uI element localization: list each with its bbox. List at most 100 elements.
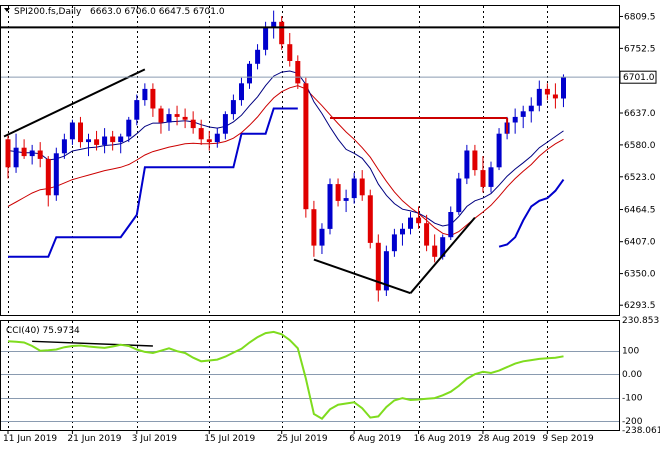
candle-body-45: [367, 195, 373, 243]
candle-body-14: [118, 136, 124, 143]
candle-body-25: [206, 139, 212, 143]
candle-body-49: [400, 228, 405, 235]
candle-body-5: [45, 158, 51, 196]
candle-body-54: [440, 237, 446, 257]
candle-body-58: [472, 150, 478, 171]
candle-body-6: [53, 153, 59, 196]
candle-body-7: [61, 139, 67, 154]
stop-line-segment-1: [498, 179, 565, 248]
symbol-label: SPI200.fs,Daily: [14, 7, 82, 17]
time-tick-label-2: 3 Jul 2019: [132, 434, 177, 444]
candle-body-47: [383, 251, 389, 291]
candle-body-31: [255, 49, 261, 64]
candle-body-55: [448, 212, 454, 238]
current-price-tag: 6701.0: [619, 70, 657, 84]
time-tick-label-3: 15 Jul 2019: [204, 434, 255, 444]
candle-body-61: [496, 133, 502, 168]
price-tick-label-4: 6580.0: [624, 141, 656, 151]
candle-body-0: [5, 139, 11, 168]
candle-body-35: [287, 44, 293, 61]
current-price-value: 6701.0: [623, 73, 655, 83]
ema-fast-segment-0: [7, 70, 564, 227]
candle-body-19: [158, 108, 164, 123]
candle-body-23: [190, 119, 196, 129]
candle-body-44: [359, 178, 365, 196]
candle-body-10: [86, 139, 91, 143]
price-tick-label-5: 6523.0: [624, 173, 656, 183]
time-tick-label-6: 16 Aug 2019: [414, 434, 472, 444]
cci-axis: 230.8537 100 0.00 -100 -200-238.0615: [622, 316, 660, 436]
time-tick-label-5: 6 Aug 2019: [349, 434, 401, 444]
price-tick-label-0: 6809.5: [624, 13, 656, 23]
candle-body-50: [408, 217, 413, 229]
candle-body-11: [94, 139, 100, 145]
candle-body-41: [335, 184, 341, 201]
candle-body-33: [271, 21, 277, 28]
candle-body-43: [351, 178, 357, 199]
candle-body-52: [424, 223, 430, 246]
candle-body-65: [528, 105, 534, 112]
candle-body-1: [13, 147, 19, 168]
candle-body-63: [512, 116, 518, 123]
time-axis: 11 Jun 2019 21 Jun 2019 3 Jul 2019 15 Jul 2…: [3, 430, 594, 444]
downtrend-line: [313, 258, 411, 295]
candle-body-40: [327, 184, 333, 229]
time-tick-label-0: 11 Jun 2019: [3, 434, 57, 444]
candle-body-42: [343, 198, 349, 201]
candle-body-37: [303, 83, 309, 210]
candle-body-36: [295, 61, 301, 84]
cci-label: CCI(40) 75.9734: [6, 326, 80, 336]
candle-body-17: [142, 88, 148, 101]
price-panel-frame: [0, 5, 620, 316]
candle-body-57: [464, 150, 470, 179]
time-tick-label-4: 25 Jul 2019: [277, 434, 328, 444]
price-tick-label-1: 6752.5: [624, 44, 656, 54]
vertical-grid: [8, 6, 548, 430]
candle-body-30: [247, 63, 252, 84]
candle-body-53: [432, 245, 438, 257]
candle-body-60: [488, 167, 494, 187]
candle-body-21: [174, 114, 180, 117]
cci-tick-label-2: 0.00: [622, 370, 642, 380]
cci-tick-label-3: -100: [622, 394, 643, 404]
candle-body-27: [222, 114, 228, 134]
candles-series: [5, 10, 566, 302]
rebound-trend-line: [409, 216, 476, 294]
cci-series: [7, 330, 564, 420]
ohlc-label: 6663.0 6706.0 6647.5 6701.0: [90, 7, 225, 17]
candle-body-22: [182, 116, 188, 120]
candle-body-13: [110, 136, 116, 143]
candle-body-34: [279, 21, 285, 45]
price-axis: 6809.56752.56695.06637.06580.06523.06464…: [619, 13, 656, 311]
candle-body-51: [416, 217, 422, 224]
candle-body-32: [263, 27, 269, 50]
candle-body-39: [319, 228, 325, 246]
candle-body-48: [391, 234, 397, 252]
time-tick-label-7: 28 Aug 2019: [478, 434, 536, 444]
candle-body-69: [561, 77, 566, 99]
candle-body-8: [69, 122, 75, 140]
candle-body-12: [102, 136, 108, 145]
candle-body-9: [78, 122, 83, 143]
price-tick-label-3: 6637.0: [624, 109, 656, 119]
candle-body-20: [166, 114, 172, 123]
ema-fast-series: [7, 70, 564, 227]
candle-body-29: [239, 83, 244, 101]
candle-body-46: [375, 242, 381, 291]
candle-body-64: [520, 111, 526, 117]
cci-trend-line: [32, 340, 153, 347]
time-tick-label-1: 21 Jun 2019: [67, 434, 121, 444]
candle-body-24: [198, 128, 204, 140]
collapse-triangle-icon[interactable]: [4, 8, 10, 12]
stop-line-segment-0: [8, 107, 298, 258]
cci-line-segment-0: [7, 330, 564, 420]
cci-tick-label-0: 230.8537: [622, 316, 660, 326]
price-tick-label-8: 6350.0: [624, 270, 656, 280]
cci-panel-frame: [0, 320, 620, 431]
cci-tick-label-5: -238.0615: [622, 426, 660, 436]
candle-body-38: [311, 209, 317, 246]
candle-body-67: [544, 88, 550, 95]
candle-body-26: [214, 133, 220, 143]
cci-tick-label-4: -200: [622, 417, 643, 427]
